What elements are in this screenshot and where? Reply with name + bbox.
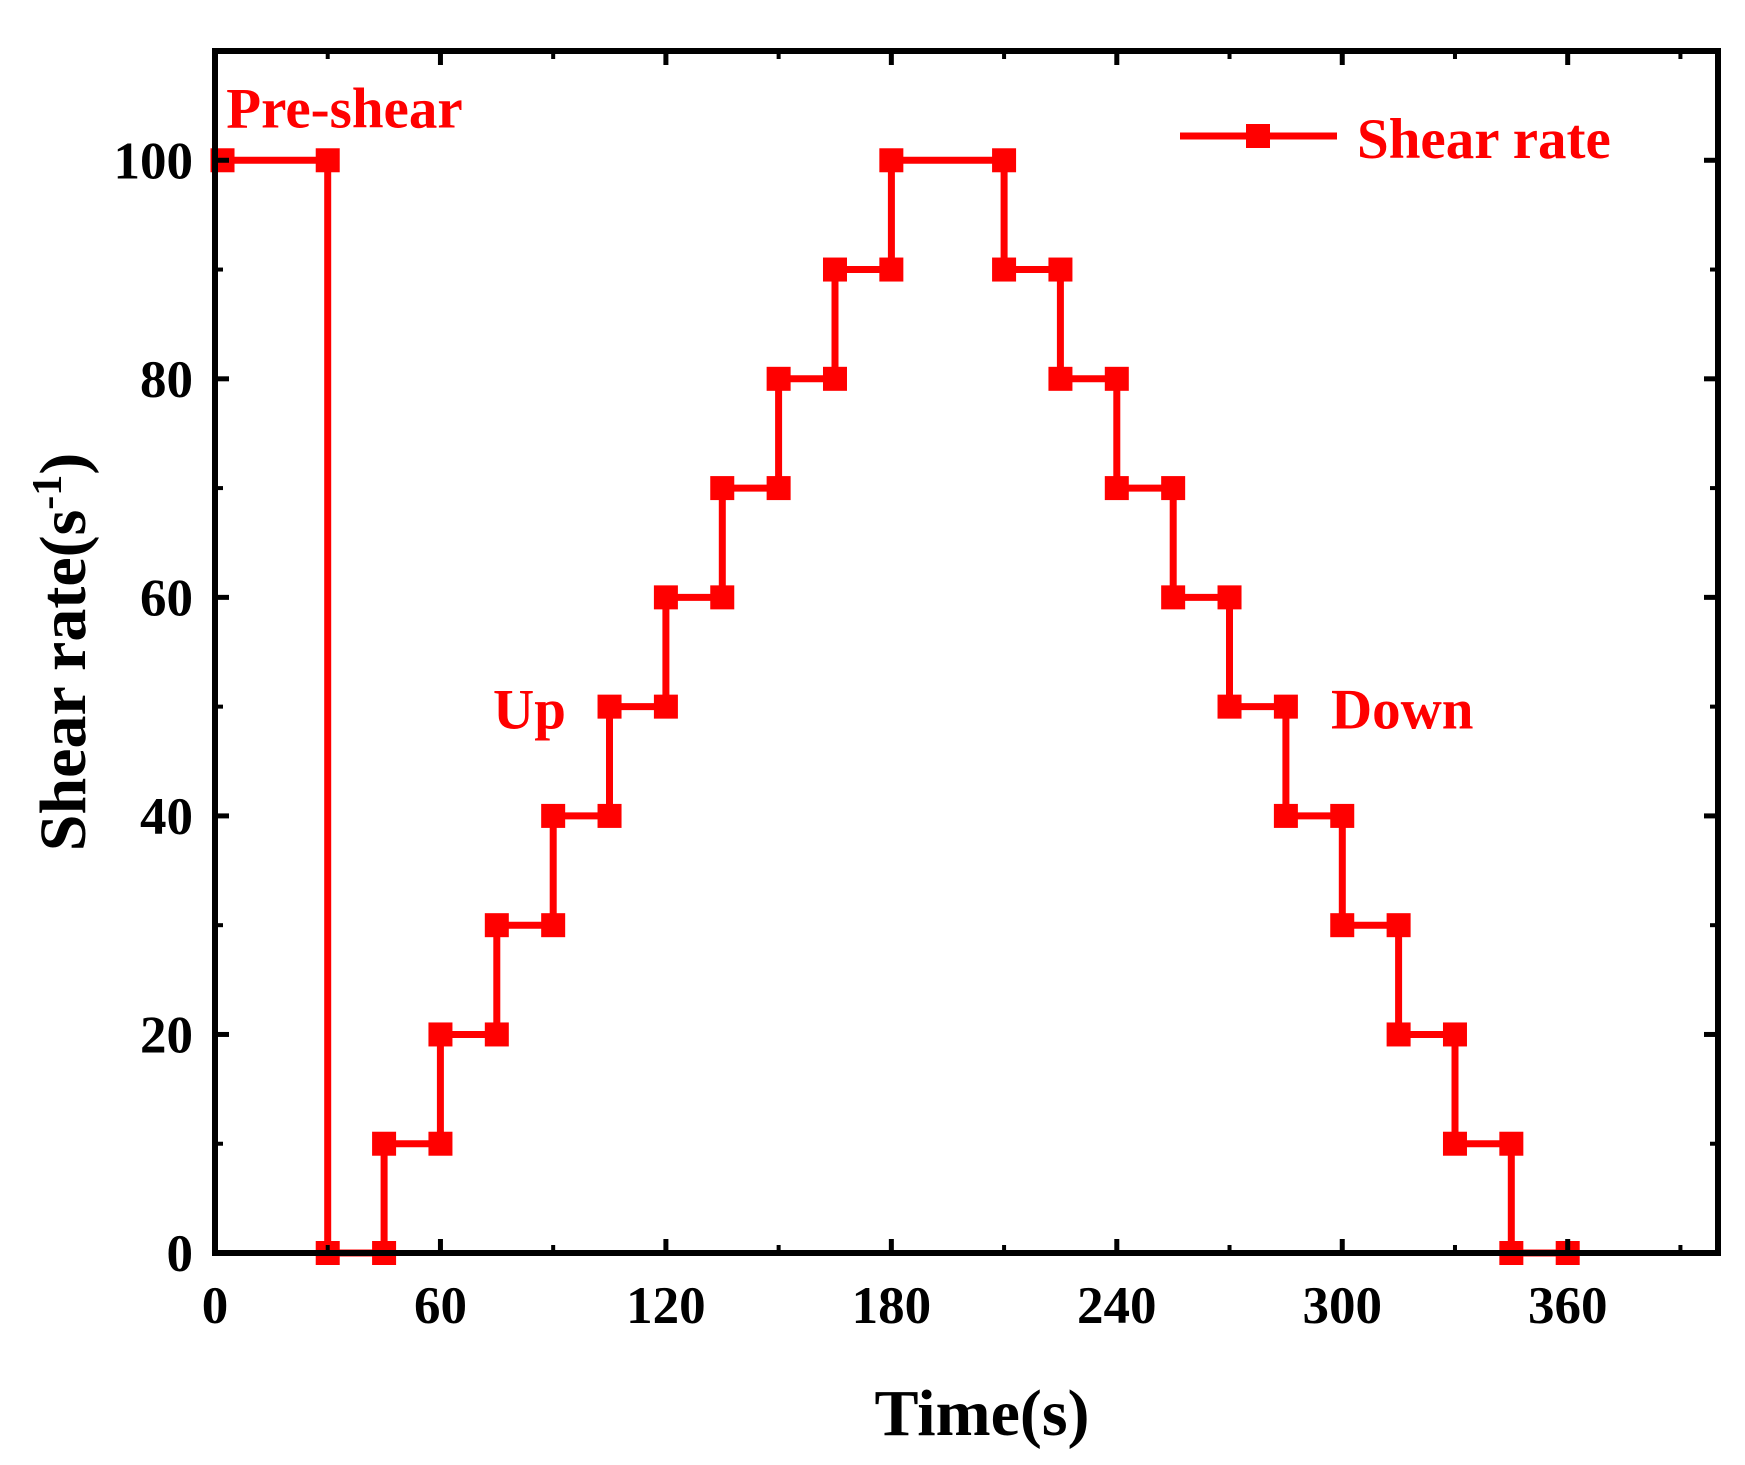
annotation-down: Down (1331, 678, 1474, 741)
ticks-layer: 0 60 120 180 240 300 360 0 20 40 60 80 100 (114, 51, 1718, 1335)
data-point (1386, 913, 1411, 938)
annotation-pre-shear: Pre-shear (226, 77, 462, 140)
x-tick-label: 0 (202, 1277, 229, 1335)
data-point (1217, 694, 1242, 719)
x-tick-label: 360 (1528, 1277, 1608, 1335)
y-axis-title: Shear rate(s-1) (25, 453, 100, 852)
data-point (710, 585, 735, 610)
data-point (992, 148, 1017, 173)
data-point (484, 913, 509, 938)
data-point (597, 694, 622, 719)
x-axis-title: Time(s) (874, 1377, 1089, 1450)
data-point (1499, 1131, 1524, 1156)
data-point (1104, 366, 1129, 391)
data-point (1386, 1022, 1411, 1047)
data-point (1273, 694, 1298, 719)
x-tick-label: 300 (1303, 1277, 1383, 1335)
y-axis-title-main: Shear rate(s (27, 510, 100, 852)
y-tick-label: 40 (140, 788, 193, 846)
data-point (879, 148, 904, 173)
data-point (1104, 476, 1129, 501)
data-point (1330, 913, 1355, 938)
x-tick-label: 120 (626, 1277, 706, 1335)
x-tick-label: 240 (1077, 1277, 1157, 1335)
y-tick-label: 100 (114, 132, 194, 190)
data-point (653, 694, 678, 719)
data-point (766, 366, 791, 391)
data-point (1048, 257, 1073, 282)
annotation-layer: Pre-shear Up Down (226, 77, 1473, 741)
data-point (879, 257, 904, 282)
data-point (428, 1022, 453, 1047)
data-point (1217, 585, 1242, 610)
data-point (766, 476, 791, 501)
data-point (1161, 476, 1186, 501)
data-point (822, 366, 847, 391)
legend: Shear rate (1180, 108, 1611, 171)
data-point (1442, 1022, 1467, 1047)
plot-frame (212, 48, 1721, 1256)
data-point (1330, 803, 1355, 828)
y-tick-label: 60 (140, 569, 193, 627)
y-axis-title-sup: -1 (25, 475, 71, 510)
data-point (597, 803, 622, 828)
legend-marker (1246, 124, 1270, 148)
data-point (541, 803, 566, 828)
x-tick-label: 180 (852, 1277, 932, 1335)
annotation-up: Up (493, 678, 566, 741)
legend-label: Shear rate (1357, 108, 1611, 171)
data-point (822, 257, 847, 282)
data-point (1048, 366, 1073, 391)
y-tick-label: 80 (140, 351, 193, 409)
data-point (315, 148, 340, 173)
x-tick-label: 60 (414, 1277, 467, 1335)
data-point (1161, 585, 1186, 610)
y-tick-label: 20 (140, 1006, 193, 1064)
y-axis-title-close: ) (27, 453, 100, 475)
data-point (1442, 1131, 1467, 1156)
data-point (992, 257, 1017, 282)
data-point (653, 585, 678, 610)
data-point (710, 476, 735, 501)
data-point (541, 913, 566, 938)
data-point (372, 1131, 397, 1156)
series-line (222, 156, 1568, 1257)
data-point (428, 1131, 453, 1156)
y-tick-label: 0 (167, 1225, 194, 1283)
data-point (484, 1022, 509, 1047)
data-point (1273, 803, 1298, 828)
